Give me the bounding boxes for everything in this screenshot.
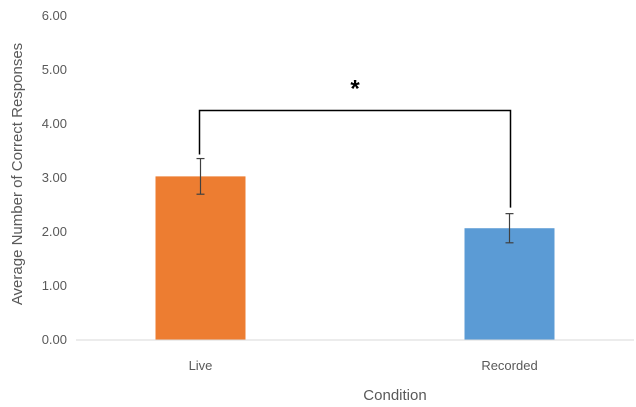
x-axis-title: Condition [363,387,426,404]
x-tick-label-live: Live [189,358,213,373]
y-axis-title: Average Number of Correct Responses [9,43,26,305]
y-tick-label: 0.00 [42,332,67,347]
y-axis-ticks: 0.00 1.00 2.00 3.00 4.00 5.00 6.00 [42,8,67,347]
y-tick-label: 1.00 [42,278,67,293]
bar-recorded [464,228,555,340]
significance-line [198,109,512,208]
bars [155,176,555,340]
y-tick-label: 2.00 [42,224,67,239]
significance-bracket: * [198,76,512,208]
x-axis-labels: Live Recorded [189,358,538,373]
y-tick-label: 6.00 [42,8,67,23]
error-bars [196,157,514,244]
bar-live [155,176,246,340]
y-tick-label: 3.00 [42,170,67,185]
x-tick-label-recorded: Recorded [481,358,537,373]
y-tick-label: 5.00 [42,62,67,77]
y-tick-label: 4.00 [42,116,67,131]
significance-star: * [350,76,360,103]
